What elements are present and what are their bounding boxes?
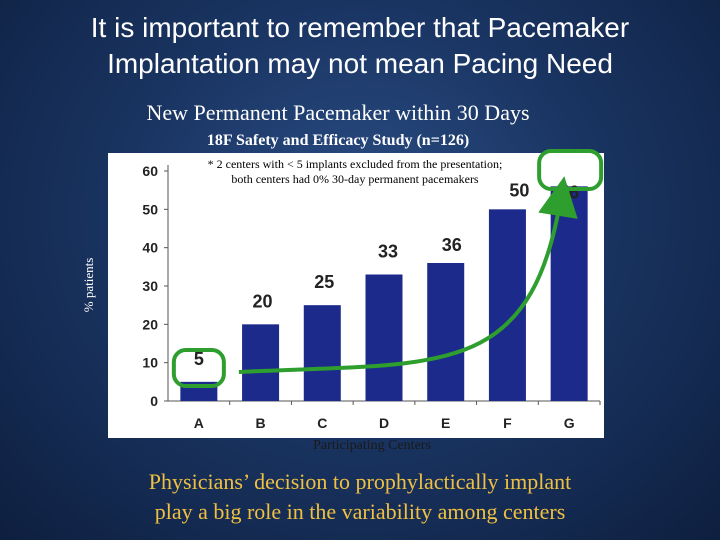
data-label-B: 20 (253, 291, 273, 311)
slide-title-line-1: It is important to remember that Pacemak… (90, 12, 630, 43)
chart-title: New Permanent Pacemaker within 30 Days (146, 100, 530, 125)
slide-title: It is important to remember that Pacemak… (0, 10, 720, 82)
bar-D (365, 274, 403, 401)
x-tick-label: D (379, 415, 389, 431)
highlight-box-A (171, 348, 226, 388)
bar-B (242, 324, 280, 401)
y-tick-label: 20 (142, 316, 158, 332)
trend-arrow (238, 176, 578, 374)
data-label-A: 5 (194, 349, 204, 369)
x-tick-label: G (564, 415, 575, 431)
x-tick-label: F (503, 415, 512, 431)
slide-title-line-2: Implantation may not mean Pacing Need (107, 48, 613, 79)
x-tick-label: A (194, 415, 204, 431)
bar-C (303, 305, 341, 401)
data-label-C: 25 (314, 272, 334, 292)
conclusion-line-2: play a big role in the variability among… (154, 499, 566, 524)
y-tick-label: 0 (150, 393, 158, 409)
bar-E (427, 263, 465, 401)
chart-subtitle: 18F Safety and Efficacy Study (n=126) (206, 132, 470, 149)
x-tick-label: E (441, 415, 450, 431)
conclusion-line-1: Physicians’ decision to prophylactically… (148, 469, 572, 494)
x-tick-label: C (317, 415, 327, 431)
bar-F (488, 209, 526, 401)
data-label-F: 50 (509, 180, 529, 200)
y-tick-label: 60 (142, 163, 158, 179)
y-tick-label: 40 (142, 240, 158, 256)
x-axis-label: Participating Centers (313, 438, 431, 453)
conclusion-text: Physicians’ decision to prophylactically… (60, 467, 660, 527)
y-tick-label: 30 (142, 278, 158, 294)
y-tick-label: 50 (142, 201, 158, 217)
y-tick-label: 10 (142, 355, 158, 371)
data-label-E: 36 (442, 235, 462, 255)
chart-footnote: * 2 centers with < 5 implants excluded f… (207, 157, 503, 186)
data-label-D: 33 (378, 242, 398, 262)
x-tick-label: B (256, 415, 266, 431)
